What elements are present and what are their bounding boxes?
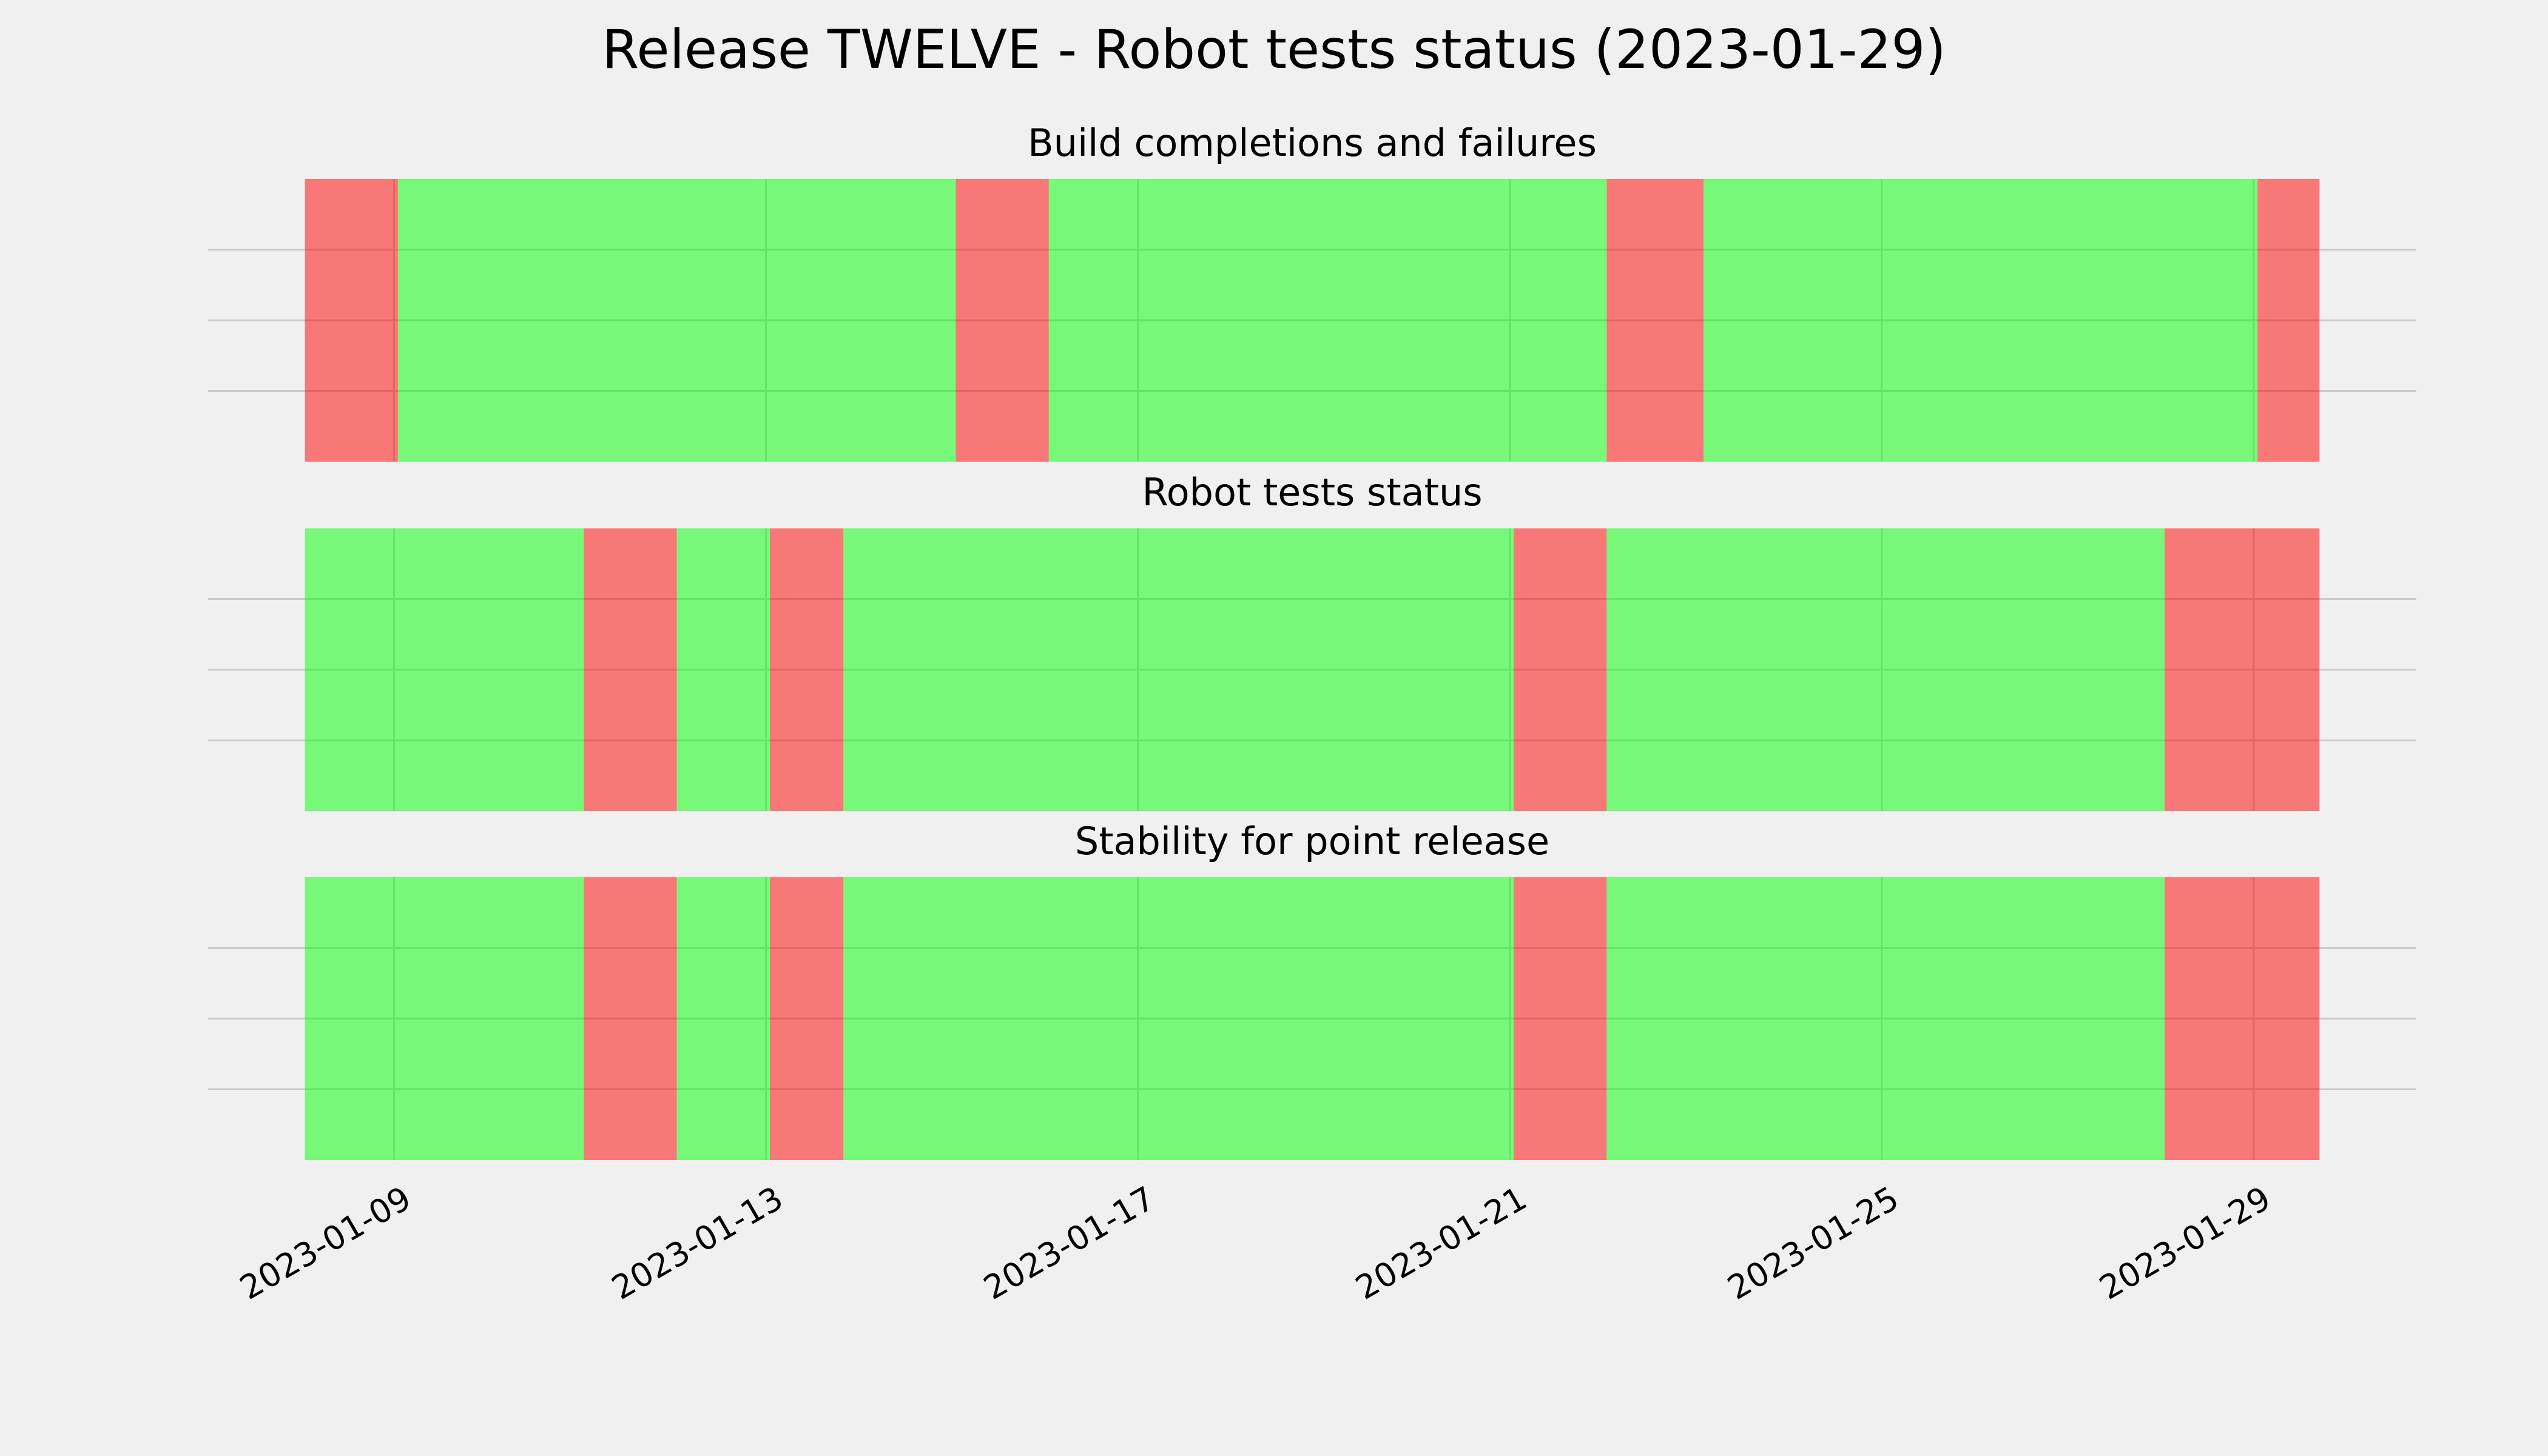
status-span [584,528,677,811]
status-span [843,528,1514,811]
status-span [1606,877,2165,1160]
status-span [305,528,584,811]
status-span [2164,528,2320,811]
status-span [676,877,770,1160]
status-span [1514,528,1607,811]
panel-title: Build completions and failures [1028,121,1597,165]
status-span [2164,877,2320,1160]
status-span [1514,877,1607,1160]
status-span [843,877,1514,1160]
chart-title: Release TWELVE - Robot tests status (202… [602,18,1946,81]
status-span [2257,179,2320,462]
status-span [584,877,677,1160]
status-span [769,877,844,1160]
status-span [1048,179,1607,462]
status-span [305,877,584,1160]
status-span [1703,179,2258,462]
panel-title: Stability for point release [1075,819,1549,863]
status-span [1606,528,2165,811]
status-span [769,528,844,811]
status-span [956,179,1049,462]
panel-title: Robot tests status [1142,470,1482,514]
status-span [676,528,770,811]
status-span [1606,179,1704,462]
status-span [305,179,398,462]
status-span [397,179,956,462]
